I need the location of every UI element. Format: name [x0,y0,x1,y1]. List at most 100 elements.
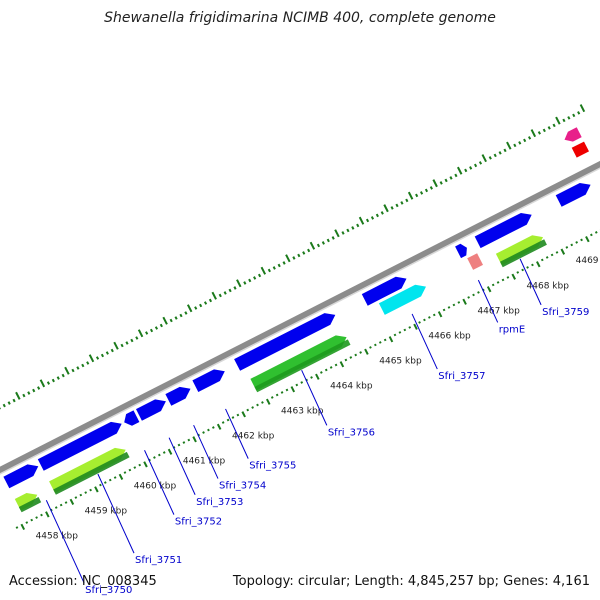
outer-scale-tick [478,161,483,165]
outer-scale-tick [56,376,60,380]
outer-scale-tick [415,193,419,198]
inner-scale-tick [339,361,345,368]
outer-scale-tick [297,253,301,258]
inner-scale-tick [113,476,117,479]
gene-leader-line [225,408,249,459]
inner-scale-tick [182,441,186,444]
gene-label: rpmE [499,324,526,335]
outer-scale-tick [331,236,335,240]
outer-scale-tick [120,343,124,348]
inner-scale-tick [275,393,279,397]
outer-scale-tick [449,176,453,180]
inner-scale-tick [329,366,333,369]
inner-scale-tick [496,281,500,284]
inner-scale-tick [251,406,254,409]
feature-shade-lime3 [500,239,547,268]
gene-leader-line [411,313,438,370]
outer-scale-tick [272,266,276,270]
inner-scale-tick [437,311,443,318]
inner-scale-tick [594,231,598,234]
outer-scale-tick [456,166,463,175]
inner-scale-tick [221,421,225,424]
outer-scale-tick [523,138,527,143]
scale-label: 4458 kbp [36,531,79,541]
gene-leader-line [144,450,175,515]
inner-scale-tick [575,241,578,244]
feature-f9 [455,243,467,259]
outer-scale-tick [555,116,561,125]
backbone-line [0,160,600,474]
inner-scale-tick [64,501,68,504]
inner-scale-tick [526,266,529,269]
inner-scale-tick [315,373,320,380]
inner-scale-tick [202,431,205,434]
outer-scale-tick [218,293,222,298]
scale-label: 4460 kbp [134,481,177,491]
gene-label: Sfri_3759 [542,307,589,318]
outer-scale-tick [572,113,576,118]
inner-scale-tick [531,263,534,267]
outer-scale-tick [390,206,394,210]
outer-scale-tick [530,129,537,138]
feature-f11 [555,183,591,207]
inner-scale-tick [207,428,210,432]
outer-scale-tick [211,291,217,300]
gene-label: Sfri_3756 [328,427,375,438]
inner-scale-tick [442,308,446,312]
feature-green1 [250,335,347,391]
feature-f4 [136,399,166,421]
inner-scale-tick [162,451,166,454]
inner-scale-tick [364,348,369,355]
outer-scale-tick [186,304,193,313]
inner-scale-tick [467,296,470,299]
inner-scale-tick [84,491,88,494]
outer-scale-tick [12,398,16,403]
outer-scale-tick [22,393,26,398]
inner-scale-tick [369,346,372,349]
outer-scale-tick [95,356,100,360]
feature-f10 [474,213,532,249]
gene-leader-line [301,369,328,426]
inner-scale-tick [540,258,544,262]
outer-scale-tick [334,229,340,238]
feature-shade-lime1 [18,497,42,513]
inner-scale-tick [99,483,102,487]
inner-scale-tick [192,436,197,443]
inner-scale-tick [511,273,516,280]
scale-label: 4467 kbp [477,306,520,316]
inner-scale-tick [310,376,313,379]
inner-scale-tick [74,496,78,499]
inner-scale-tick [89,488,92,492]
outer-scale-tick [577,111,581,115]
inner-scale-tick [413,323,418,330]
inner-scale-tick [30,518,34,522]
inner-scale-tick [324,368,328,372]
inner-scale-tick [432,313,436,317]
outer-scale-tick [316,243,321,248]
outer-scale-tick [326,238,330,243]
outer-scale-tick [307,248,311,253]
inner-scale-tick [256,403,259,407]
outer-scale-tick [71,368,75,373]
feature-lime1 [14,493,38,511]
outer-scale-tick [473,163,478,168]
outer-scale-tick [81,363,85,368]
outer-scale-tick [309,241,316,250]
inner-scale-tick [211,426,215,429]
inner-scale-tick [59,503,63,507]
outer-scale-tick [199,303,203,308]
gene-label: Sfri_3751 [135,555,182,566]
outer-scale-tick [61,373,65,378]
inner-scale-tick [45,511,50,518]
topology-summary: Topology: circular; Length: 4,845,257 bp… [232,574,590,589]
inner-scale-tick [491,283,495,287]
outer-scale-tick [542,128,546,133]
outer-scale-tick [51,378,55,383]
outer-scale-tick [257,273,262,278]
inner-scale-tick [177,443,181,447]
inner-scale-tick [15,526,19,529]
inner-scale-tick [69,498,75,505]
feature-f3 [124,410,140,426]
inner-scale-tick [20,523,26,530]
feature-f7 [234,313,336,371]
